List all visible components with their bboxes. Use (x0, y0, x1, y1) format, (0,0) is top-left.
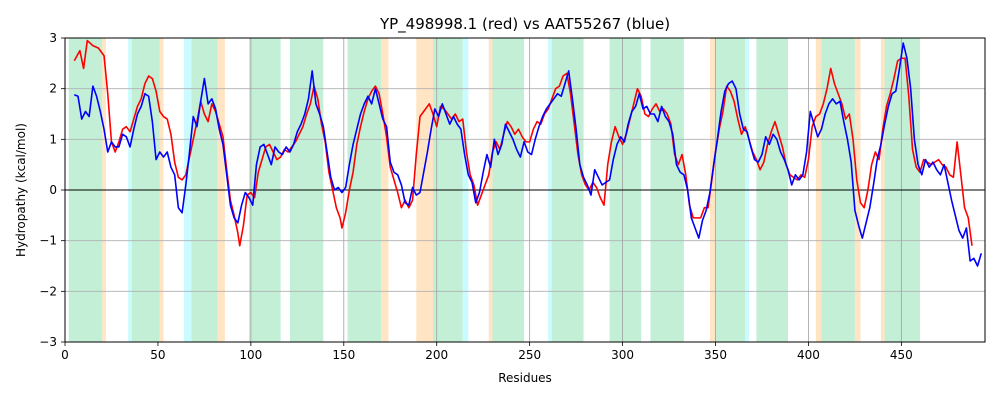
y-tick-label-6: 3 (49, 31, 57, 45)
x-axis-label: Residues (498, 371, 552, 385)
axis-ticks: 0 50 100 150 200 250 300 350 400 450 −3 −2 −1 0 1 2 3 (39, 31, 913, 362)
series-layer (73, 39, 983, 267)
x-tick-label-2: 100 (239, 348, 262, 362)
x-tick-label-0: 0 (61, 348, 69, 362)
x-tick-label-3: 150 (332, 348, 355, 362)
y-tick-label-2: −1 (39, 234, 57, 248)
y-axis-label: Hydropathy (kcal/mol) (14, 123, 28, 257)
x-tick-label-7: 350 (704, 348, 727, 362)
x-tick-label-5: 250 (518, 348, 541, 362)
x-tick-label-4: 200 (425, 348, 448, 362)
y-tick-label-5: 2 (49, 82, 57, 96)
x-tick-label-1: 50 (150, 348, 165, 362)
x-tick-label-8: 400 (797, 348, 820, 362)
series-line-1 (73, 42, 983, 267)
y-tick-label-4: 1 (49, 132, 57, 146)
y-tick-label-0: −3 (39, 335, 57, 349)
x-tick-label-9: 450 (890, 348, 913, 362)
y-tick-label-3: 0 (49, 183, 57, 197)
x-tick-label-6: 300 (611, 348, 634, 362)
chart-title: YP_498998.1 (red) vs AAT55267 (blue) (379, 15, 670, 34)
y-tick-label-1: −2 (39, 284, 57, 298)
